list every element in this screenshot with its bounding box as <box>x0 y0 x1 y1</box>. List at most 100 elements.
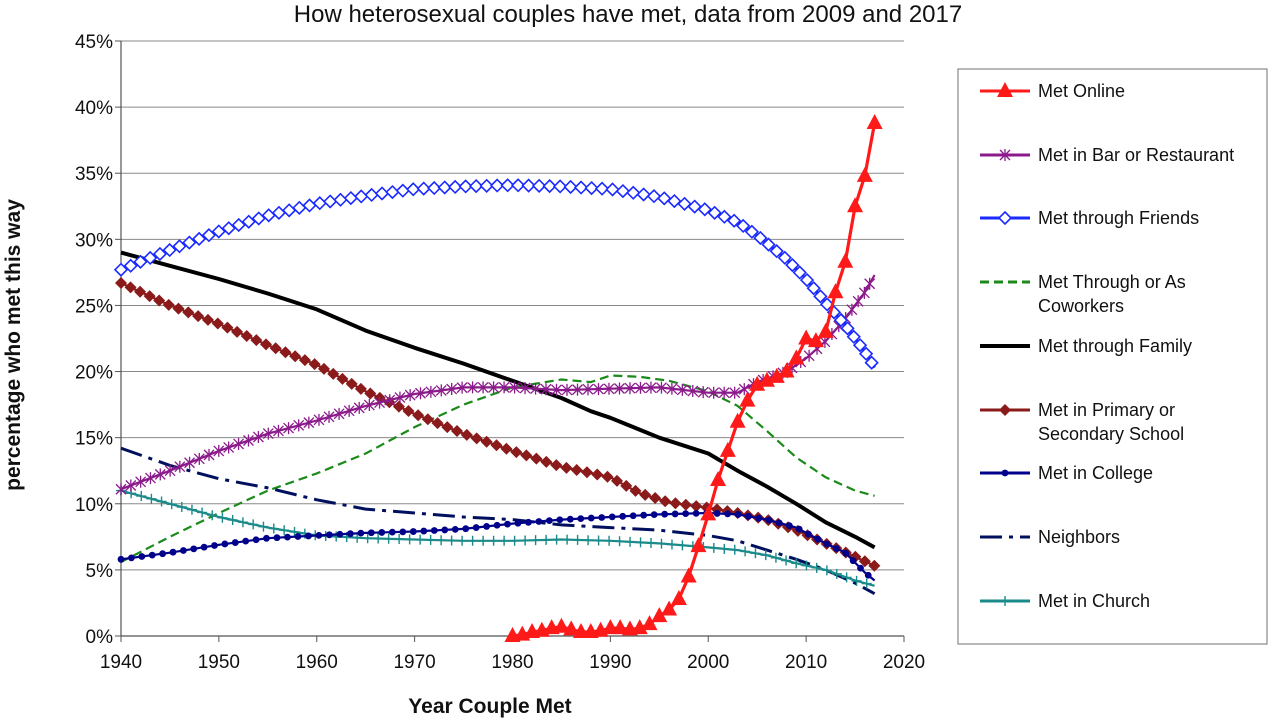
data-point <box>154 468 166 481</box>
data-point <box>724 510 732 518</box>
data-point <box>273 534 281 542</box>
data-point <box>472 524 480 531</box>
data-point <box>624 382 636 395</box>
data-point <box>541 534 552 545</box>
data-point <box>639 488 652 501</box>
data-point <box>252 536 260 544</box>
data-point <box>556 516 564 524</box>
data-point <box>697 202 712 217</box>
data-point <box>666 382 678 395</box>
legend-marker <box>1001 469 1009 477</box>
data-point <box>354 382 367 395</box>
data-point <box>676 383 688 396</box>
data-point <box>803 349 815 362</box>
data-point <box>801 560 812 571</box>
series-line <box>120 250 876 550</box>
data-point <box>421 413 434 426</box>
data-point <box>156 496 167 507</box>
data-point <box>580 466 593 479</box>
data-point <box>736 218 751 234</box>
data-point <box>451 525 459 533</box>
data-point <box>864 571 872 579</box>
data-point <box>193 452 205 465</box>
data-point <box>572 534 583 545</box>
data-point <box>572 383 583 396</box>
data-point <box>133 254 148 269</box>
legend-entry-met-in-bar-or-restaurant: Met in Bar or Restaurant <box>980 145 1234 165</box>
data-point <box>125 479 137 492</box>
data-point <box>457 535 468 546</box>
data-point <box>770 552 781 563</box>
data-point <box>272 424 284 437</box>
legend-label: Met in Bar or Restaurant <box>1038 145 1234 165</box>
data-point <box>760 550 771 561</box>
data-point <box>697 386 709 399</box>
series-met-through-friends <box>113 178 879 370</box>
data-point <box>343 190 359 206</box>
data-point <box>128 554 135 562</box>
data-point <box>406 182 421 197</box>
data-point <box>562 534 573 545</box>
data-point <box>437 180 452 195</box>
data-point <box>305 532 312 540</box>
data-point <box>608 513 616 521</box>
data-point <box>570 464 583 477</box>
data-point <box>176 501 187 512</box>
data-point <box>302 198 317 213</box>
y-tick-label: 35% <box>75 164 113 185</box>
data-point <box>251 211 266 226</box>
legend-label: Met Through or As Coworkers <box>1038 272 1186 316</box>
data-point <box>136 491 147 502</box>
data-point <box>656 538 667 549</box>
data-point <box>263 534 270 542</box>
data-point <box>145 472 156 485</box>
data-point <box>717 209 732 224</box>
data-point <box>323 194 338 209</box>
data-point <box>827 283 844 299</box>
data-point <box>250 334 263 347</box>
data-point <box>525 518 532 526</box>
data-point <box>385 184 400 200</box>
data-point <box>861 578 872 589</box>
data-point <box>190 545 198 553</box>
data-point <box>292 200 307 216</box>
y-tick-label: 5% <box>86 561 114 582</box>
data-point <box>852 295 864 308</box>
data-point <box>798 329 815 345</box>
data-point <box>289 350 302 363</box>
data-point <box>117 555 125 563</box>
data-point <box>363 399 375 412</box>
data-point <box>298 354 311 367</box>
data-point <box>221 321 234 334</box>
data-point <box>172 302 185 315</box>
data-point <box>504 520 511 528</box>
data-point <box>532 178 547 193</box>
axes <box>120 41 904 637</box>
data-point <box>707 205 722 220</box>
data-point <box>293 419 305 432</box>
data-point <box>841 572 852 583</box>
data-point <box>237 517 248 528</box>
y-tick-label: 25% <box>75 296 113 317</box>
data-point <box>451 425 464 438</box>
x-axis-title: Year Couple Met <box>408 695 571 718</box>
data-point <box>591 468 604 481</box>
data-point <box>312 196 327 211</box>
data-point <box>661 600 678 616</box>
data-point <box>143 250 158 266</box>
data-point <box>657 191 672 206</box>
data-point <box>719 543 730 554</box>
data-point <box>164 464 176 477</box>
x-tick-label: 1940 <box>100 652 142 673</box>
legend-label-line: Met through Family <box>1038 336 1192 356</box>
data-point <box>467 535 478 546</box>
data-point <box>587 514 595 522</box>
legend-marker <box>999 404 1011 416</box>
x-tick-label: 1960 <box>296 652 338 673</box>
data-point <box>162 242 177 258</box>
data-point <box>345 377 358 390</box>
data-point <box>315 531 323 539</box>
legend-label-line: Met Online <box>1038 81 1125 101</box>
legend: Met Online Met in Bar or Restaurant Met th… <box>957 68 1268 645</box>
legend-marker <box>1000 596 1010 606</box>
